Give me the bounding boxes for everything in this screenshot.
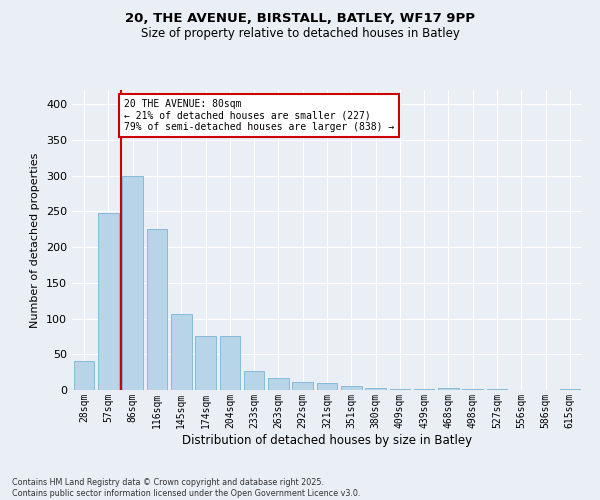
Bar — [122, 176, 143, 390]
Bar — [244, 370, 265, 390]
Bar — [365, 388, 386, 390]
Bar — [463, 388, 483, 390]
Text: 20, THE AVENUE, BIRSTALL, BATLEY, WF17 9PP: 20, THE AVENUE, BIRSTALL, BATLEY, WF17 9… — [125, 12, 475, 26]
Bar — [171, 314, 191, 390]
Bar — [146, 230, 167, 390]
Bar — [438, 388, 459, 390]
Y-axis label: Number of detached properties: Number of detached properties — [31, 152, 40, 328]
Bar — [268, 378, 289, 390]
Bar — [195, 336, 216, 390]
Bar — [317, 383, 337, 390]
Text: Size of property relative to detached houses in Batley: Size of property relative to detached ho… — [140, 28, 460, 40]
X-axis label: Distribution of detached houses by size in Batley: Distribution of detached houses by size … — [182, 434, 472, 446]
Bar — [341, 386, 362, 390]
Bar — [98, 213, 119, 390]
Bar — [389, 388, 410, 390]
Bar — [292, 382, 313, 390]
Text: Contains HM Land Registry data © Crown copyright and database right 2025.
Contai: Contains HM Land Registry data © Crown c… — [12, 478, 361, 498]
Bar — [560, 388, 580, 390]
Text: 20 THE AVENUE: 80sqm
← 21% of detached houses are smaller (227)
79% of semi-deta: 20 THE AVENUE: 80sqm ← 21% of detached h… — [124, 98, 394, 132]
Bar — [220, 336, 240, 390]
Bar — [74, 362, 94, 390]
Bar — [414, 388, 434, 390]
